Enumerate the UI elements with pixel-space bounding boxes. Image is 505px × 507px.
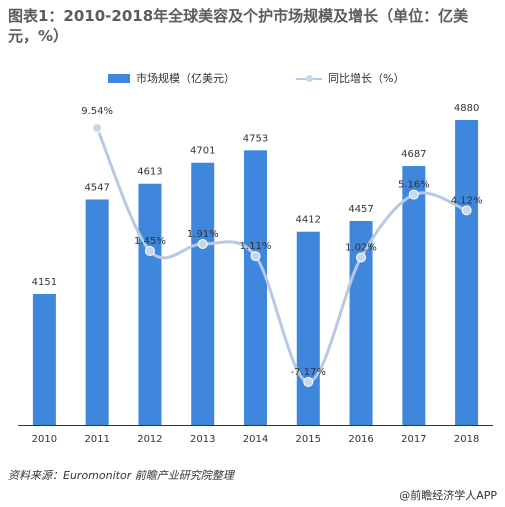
bar-value-label: 4613: [137, 167, 162, 178]
bar-2011: [85, 199, 109, 425]
bar-value-label: 4457: [348, 204, 373, 215]
bar-2014: [244, 150, 267, 426]
bar-2013: [191, 162, 215, 425]
x-tick-label: 2012: [137, 434, 162, 445]
growth-value-label: 1.11%: [240, 241, 272, 252]
legend-bar-label: 市场规模（亿美元）: [136, 72, 235, 85]
bar-value-label: 4412: [296, 215, 321, 226]
bar-2015: [296, 231, 320, 425]
legend-item-line: 同比增长（%）: [296, 70, 404, 86]
growth-value-label: 5.16%: [398, 180, 430, 191]
x-tick-label: 2015: [296, 434, 321, 445]
chart-legend: 市场规模（亿美元） 同比增长（%）: [0, 70, 505, 86]
x-tick-label: 2011: [84, 434, 109, 445]
bar-2010: [32, 294, 56, 425]
growth-marker: [197, 238, 208, 249]
bar-2018: [455, 120, 479, 425]
bar-2012: [138, 183, 162, 425]
x-tick-label: 2014: [243, 434, 268, 445]
growth-marker: [144, 245, 155, 256]
x-tick-label: 2017: [401, 434, 426, 445]
growth-value-label: 4.12%: [451, 195, 483, 206]
bar-value-label: 4547: [84, 182, 109, 193]
x-tick-label: 2016: [348, 434, 373, 445]
x-tick-label: 2010: [32, 434, 57, 445]
legend-line-swatch: [296, 74, 322, 83]
growth-marker: [461, 205, 472, 216]
chart-title: 图表1：2010-2018年全球美容及个护市场规模及增长（单位：亿美元，%）: [8, 7, 469, 45]
growth-marker: [408, 189, 419, 200]
growth-value-label: 1.45%: [134, 236, 166, 247]
x-tick-label: 2018: [454, 434, 479, 445]
growth-value-label: 1.02%: [345, 243, 377, 254]
bar-2017: [402, 166, 426, 425]
bar-value-label: 4753: [243, 133, 268, 144]
legend-line-label: 同比增长（%）: [328, 72, 405, 85]
bar-value-label: 4151: [32, 277, 57, 288]
bar-value-label: 4880: [454, 103, 479, 114]
legend-bar-swatch: [108, 73, 130, 83]
growth-marker: [92, 123, 103, 133]
growth-marker: [250, 251, 261, 262]
brand-credit: @前瞻经济学人APP: [399, 489, 497, 502]
source-note: 资料来源：Euromonitor 前瞻产业研究院整理: [8, 469, 234, 482]
growth-value-label: 1.91%: [187, 229, 219, 240]
bar-value-label: 4687: [401, 149, 426, 160]
growth-marker: [303, 377, 314, 387]
x-tick-label: 2013: [190, 434, 215, 445]
growth-value-label: 9.54%: [81, 106, 113, 117]
bar-value-label: 4701: [190, 146, 215, 157]
growth-value-label: -7.17%: [291, 367, 326, 378]
growth-marker: [356, 252, 367, 263]
legend-item-bar: 市场规模（亿美元）: [108, 70, 235, 86]
